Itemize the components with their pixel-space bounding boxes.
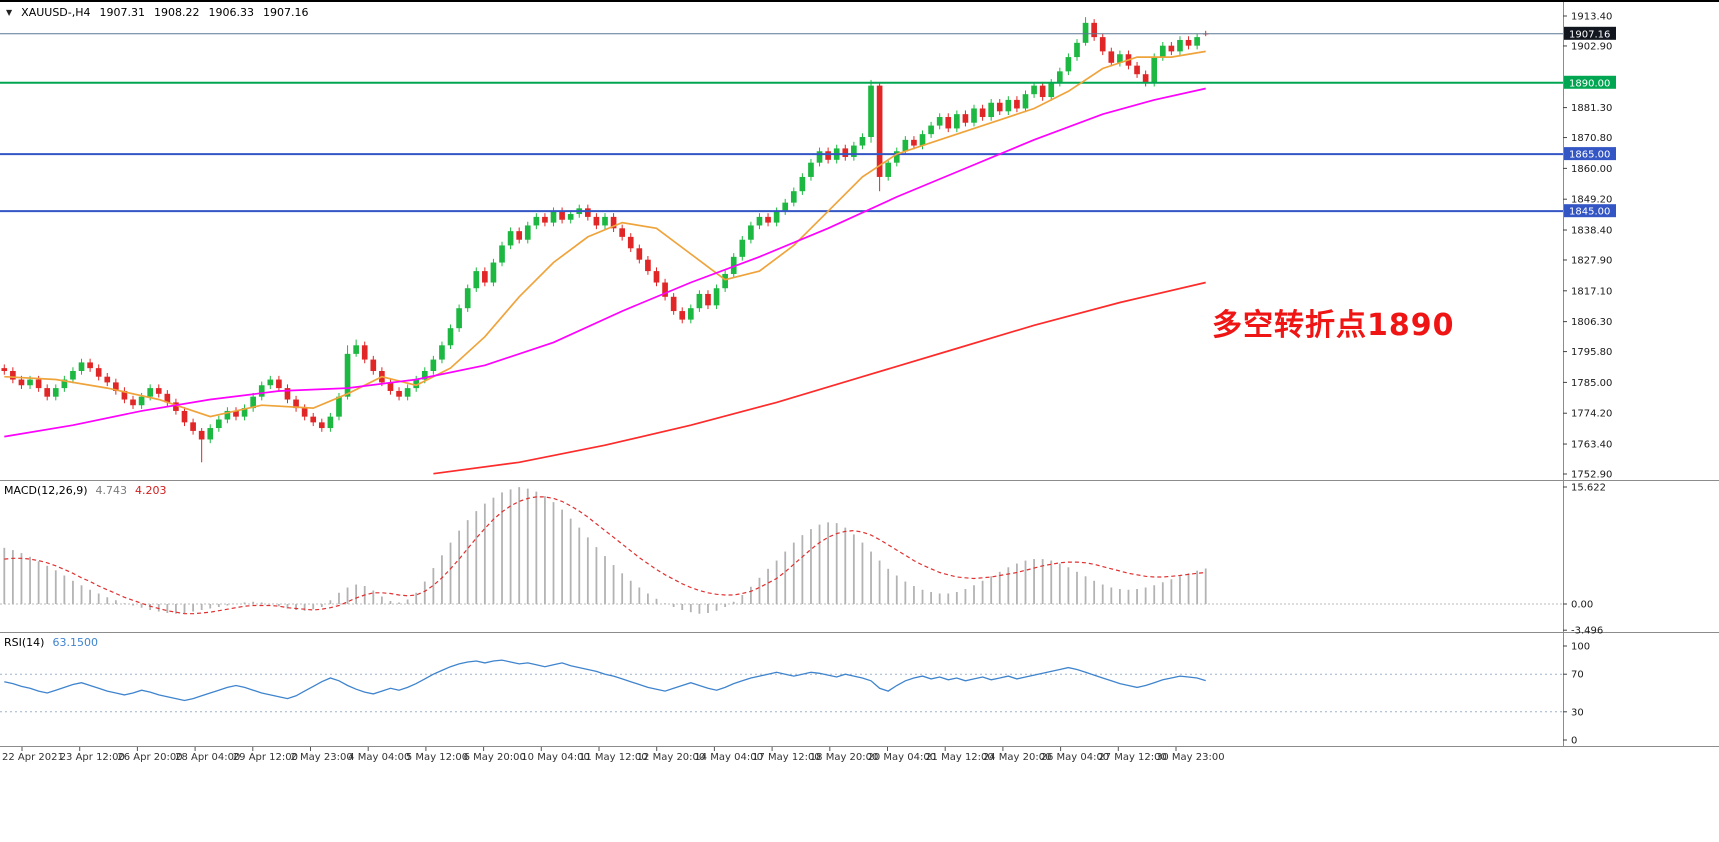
svg-text:24 May 20:00: 24 May 20:00	[983, 752, 1052, 763]
symbol-timeframe: XAUUSD-,H4	[21, 6, 91, 19]
svg-text:0.00: 0.00	[1571, 600, 1593, 611]
ohlc-high: 1908.22	[154, 6, 200, 19]
svg-text:1763.40: 1763.40	[1571, 440, 1612, 451]
svg-text:1881.30: 1881.30	[1571, 103, 1612, 114]
svg-text:20 May 04:00: 20 May 04:00	[868, 752, 937, 763]
svg-text:1913.40: 1913.40	[1571, 12, 1612, 23]
svg-text:29 Apr 12:00: 29 Apr 12:00	[233, 752, 298, 763]
svg-text:18 May 20:00: 18 May 20:00	[810, 752, 879, 763]
ma-mid-magenta	[4, 87, 1206, 438]
svg-text:11 May 12:00: 11 May 12:00	[579, 752, 648, 763]
ohlc-low: 1906.33	[208, 6, 255, 19]
price-axis-labels: 1913.40 1902.90 1881.30 1870.80 1860.00 1849.…	[1563, 12, 1612, 481]
svg-text:5 May 12:00: 5 May 12:00	[406, 752, 468, 763]
candles	[1, 17, 1209, 463]
svg-text:22 Apr 2021: 22 Apr 2021	[2, 752, 64, 763]
svg-text:1752.90: 1752.90	[1571, 470, 1612, 481]
ohlc-close: 1907.16	[263, 6, 309, 19]
svg-text:15.622: 15.622	[1571, 483, 1606, 494]
rsi-value: 63.1500	[52, 636, 98, 649]
svg-text:1865.00: 1865.00	[1569, 150, 1610, 161]
svg-text:21 May 12:00: 21 May 12:00	[925, 752, 994, 763]
svg-text:28 Apr 04:00: 28 Apr 04:00	[175, 752, 240, 763]
svg-text:1795.80: 1795.80	[1571, 347, 1612, 358]
svg-text:2 May 23:00: 2 May 23:00	[291, 752, 353, 763]
rsi-name: RSI(14)	[4, 636, 45, 649]
svg-text:0: 0	[1571, 736, 1577, 747]
symbol-dropdown-icon[interactable]: ▼	[6, 7, 13, 17]
macd-main-value: 4.743	[95, 484, 128, 497]
rsi-axis-labels: 100 70 30 0	[1563, 642, 1590, 747]
svg-text:12 May 20:00: 12 May 20:00	[637, 752, 706, 763]
svg-text:30: 30	[1571, 707, 1584, 718]
svg-text:27 May 12:00: 27 May 12:00	[1098, 752, 1167, 763]
ma-slow-red	[433, 281, 1206, 475]
svg-text:1806.30: 1806.30	[1571, 317, 1612, 328]
ohlc-open: 1907.31	[99, 6, 146, 19]
svg-text:1890.00: 1890.00	[1569, 78, 1610, 89]
svg-text:1870.80: 1870.80	[1571, 133, 1612, 144]
svg-text:14 May 04:00: 14 May 04:00	[694, 752, 763, 763]
rsi-level-lines	[0, 673, 1563, 713]
svg-text:1849.20: 1849.20	[1571, 195, 1612, 206]
macd-signal-value: 4.203	[135, 484, 167, 497]
svg-text:1838.40: 1838.40	[1571, 226, 1612, 237]
svg-text:1907.16: 1907.16	[1569, 29, 1610, 40]
chart-title: ▼ XAUUSD-,H4 1907.31 1908.22 1906.33 190…	[6, 6, 309, 19]
macd-axis-labels: 15.622 0.00 -3.496	[1563, 483, 1606, 637]
svg-text:1860.00: 1860.00	[1571, 164, 1612, 175]
price-badges: 1907.16 1890.00 1865.00 1845.00	[1564, 26, 1616, 218]
ma-fast-orange	[4, 50, 1206, 418]
svg-text:1817.10: 1817.10	[1571, 286, 1612, 297]
svg-text:1902.90: 1902.90	[1571, 41, 1612, 52]
macd-name: MACD(12,26,9)	[4, 484, 88, 497]
svg-text:-3.496: -3.496	[1571, 626, 1603, 637]
svg-text:4 May 04:00: 4 May 04:00	[348, 752, 410, 763]
svg-text:26 Apr 20:00: 26 Apr 20:00	[117, 752, 182, 763]
level-lines	[0, 81, 1563, 213]
svg-text:6 May 20:00: 6 May 20:00	[464, 752, 526, 763]
svg-text:100: 100	[1571, 642, 1590, 653]
svg-text:23 Apr 12:00: 23 Apr 12:00	[60, 752, 125, 763]
svg-text:1774.20: 1774.20	[1571, 409, 1612, 420]
svg-text:17 May 12:00: 17 May 12:00	[752, 752, 821, 763]
svg-text:30 May 23:00: 30 May 23:00	[1156, 752, 1225, 763]
svg-text:1845.00: 1845.00	[1569, 207, 1610, 218]
svg-text:26 May 04:00: 26 May 04:00	[1041, 752, 1110, 763]
svg-text:1827.90: 1827.90	[1571, 255, 1612, 266]
rsi-indicator-label: RSI(14) 63.1500	[4, 636, 98, 649]
svg-text:1785.00: 1785.00	[1571, 378, 1612, 389]
chart-text-annotation[interactable]: 多空转折点1890	[1212, 308, 1455, 343]
rsi-line	[4, 659, 1206, 702]
macd-histogram	[3, 487, 1207, 614]
svg-text:10 May 04:00: 10 May 04:00	[521, 752, 590, 763]
ma-lines	[4, 50, 1206, 475]
svg-text:70: 70	[1571, 670, 1584, 681]
macd-signal-line	[4, 496, 1206, 615]
panel-separators	[0, 0, 1719, 747]
macd-indicator-label: MACD(12,26,9) 4.743 4.203	[4, 484, 167, 497]
